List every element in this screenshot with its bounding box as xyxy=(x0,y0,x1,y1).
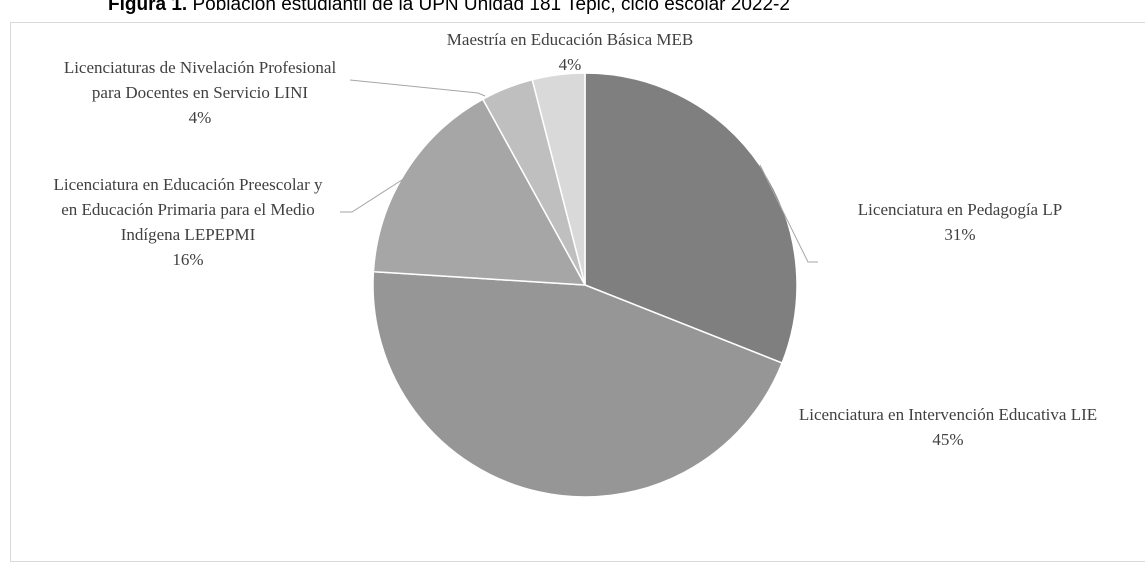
title-prefix: Figura 1. xyxy=(108,0,188,15)
slice-label: Licenciatura en Educación Preescolar y e… xyxy=(48,172,328,272)
slice-label: Licenciaturas de Nivelación Profesional … xyxy=(50,55,350,130)
title-text: Población estudiantil de la UPN Unidad 1… xyxy=(192,0,790,15)
chart-title: Figura 1. Población estudiantil de la UP… xyxy=(108,0,790,16)
pie-slice xyxy=(531,72,586,286)
slice-percent: 31% xyxy=(944,225,976,244)
pie xyxy=(372,72,798,498)
slice-percent: 45% xyxy=(932,430,964,449)
slice-label: Licenciatura en Intervención Educativa L… xyxy=(748,402,1145,452)
slice-name: Licenciaturas de Nivelación Profesional … xyxy=(63,58,337,102)
leader-line xyxy=(759,164,818,263)
slice-name: Licenciatura en Intervención Educativa L… xyxy=(798,405,1098,424)
slice-label: Maestría en Educación Básica MEB 4% xyxy=(370,27,770,77)
pie-slice xyxy=(372,270,784,498)
pie-slice xyxy=(372,98,587,286)
slice-name: Licenciatura en Educación Preescolar y e… xyxy=(53,175,323,244)
slice-label: Licenciatura en Pedagogía LP 31% xyxy=(800,197,1120,247)
slice-percent: 4% xyxy=(558,55,582,74)
slice-percent: 16% xyxy=(172,250,204,269)
slice-name: Licenciatura en Pedagogía LP xyxy=(857,200,1063,219)
slice-percent: 4% xyxy=(188,108,212,127)
leader-line xyxy=(340,177,406,213)
slice-name: Maestría en Educación Básica MEB xyxy=(446,30,694,49)
leader-lines xyxy=(340,79,818,263)
leader-line xyxy=(349,79,486,97)
